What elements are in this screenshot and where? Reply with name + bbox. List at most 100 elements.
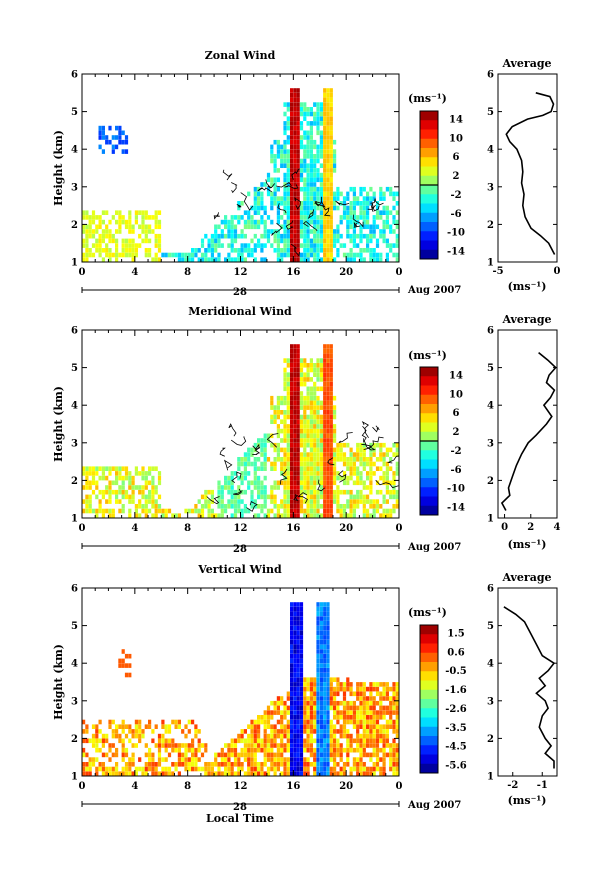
heatmap-cell — [293, 696, 297, 701]
heatmap-cell — [316, 686, 320, 692]
heatmap-cell — [121, 743, 125, 748]
heatmap-cell — [85, 466, 89, 471]
heatmap-cell — [306, 499, 310, 504]
heatmap-cell — [323, 201, 327, 206]
heatmap-cell — [306, 466, 310, 471]
heatmap-cell — [309, 700, 313, 706]
heatmap-cell — [313, 710, 317, 715]
heatmap-cell — [316, 771, 320, 776]
heatmap-cell — [385, 475, 389, 481]
heatmap-cell — [296, 348, 300, 354]
heatmap-cell — [230, 471, 234, 476]
heatmap-cell — [240, 257, 244, 262]
heatmap-cell — [329, 452, 333, 457]
heatmap-cell — [257, 504, 261, 509]
heatmap-cell — [131, 762, 135, 767]
heatmap-cell — [329, 363, 333, 368]
heatmap-cell — [369, 729, 373, 734]
heatmap-cell — [313, 257, 317, 262]
heatmap-cell — [319, 471, 323, 476]
heatmap-cell — [280, 710, 284, 715]
heatmap-cell — [369, 724, 373, 729]
heatmap-cell — [309, 144, 313, 150]
heatmap-cell — [296, 257, 300, 262]
heatmap-cell — [247, 224, 251, 230]
heatmap-cell — [148, 508, 152, 514]
heatmap-cell — [339, 243, 343, 248]
heatmap-cell — [91, 475, 96, 481]
heatmap-cell — [319, 724, 323, 729]
heatmap-cell — [329, 233, 333, 239]
heatmap-cell — [101, 125, 105, 131]
heatmap-cell — [286, 186, 290, 192]
heatmap-cell — [359, 747, 363, 753]
heatmap-cell — [98, 466, 102, 471]
heatmap-cell — [101, 149, 105, 154]
colorbar-tick-label: 2 — [453, 427, 460, 438]
heatmap-cell — [309, 762, 313, 767]
heatmap-cell — [392, 691, 396, 697]
heatmap-cell — [144, 215, 148, 220]
heatmap-cell — [151, 480, 155, 486]
heatmap-cell — [316, 229, 320, 234]
heatmap-cell — [184, 752, 188, 758]
colorbar-tick-label: 6 — [453, 152, 460, 163]
heatmap-cell — [157, 475, 162, 481]
heatmap-cell — [336, 771, 340, 776]
heatmap-cell — [326, 363, 330, 368]
heatmap-cell — [329, 494, 333, 500]
heatmap-cell — [296, 625, 300, 631]
heatmap-cell — [290, 363, 294, 368]
heatmap-cell — [319, 621, 323, 626]
heatmap-cell — [286, 696, 290, 701]
heatmap-cell — [336, 191, 340, 197]
heatmap-cell — [326, 353, 330, 359]
heatmap-cell — [299, 442, 304, 448]
heatmap-cell — [309, 729, 313, 734]
heatmap-cell — [319, 257, 323, 262]
heatmap-cell — [395, 766, 399, 772]
heatmap-cell — [260, 480, 264, 486]
heatmap-cell — [286, 485, 290, 490]
heatmap-cell — [276, 762, 280, 767]
heatmap-cell — [253, 766, 257, 772]
heatmap-cell — [359, 489, 363, 495]
heatmap-cell — [349, 452, 353, 457]
heatmap-cell — [233, 747, 238, 753]
heatmap-cell — [286, 452, 290, 457]
heatmap-cell — [303, 438, 307, 443]
avg-frame-meridional — [497, 329, 558, 519]
heatmap-cell — [276, 405, 280, 410]
heatmap-cell — [283, 466, 287, 471]
heatmap-cell — [346, 475, 350, 481]
heatmap-cell — [233, 508, 238, 514]
heatmap-cell — [316, 457, 320, 462]
heatmap-cell — [273, 419, 277, 424]
heatmap-cell — [283, 414, 287, 420]
heatmap-cell — [105, 475, 109, 481]
heatmap-cell — [240, 508, 244, 514]
heatmap-cell — [313, 447, 317, 453]
heatmap-cell — [85, 504, 89, 509]
heatmap-cell — [336, 752, 340, 758]
heatmap-cell — [369, 442, 373, 448]
heatmap-cell — [326, 424, 330, 429]
heatmap-cell — [356, 201, 360, 206]
heatmap-cell — [263, 489, 267, 495]
heatmap-cell — [333, 705, 337, 711]
heatmap-cell — [270, 766, 274, 772]
heatmap-cell — [204, 766, 208, 772]
heatmap-cell — [303, 116, 307, 121]
heatmap-cell — [379, 766, 383, 772]
heatmap-cell — [382, 205, 386, 211]
heatmap-cell — [151, 738, 155, 744]
heatmap-cell — [293, 705, 297, 711]
heatmap-cell — [253, 513, 257, 518]
heatmap-cell — [382, 452, 386, 457]
heatmap-cell — [319, 377, 323, 382]
heatmap-cell — [342, 504, 347, 509]
heatmap-cell — [101, 130, 105, 136]
heatmap-cell — [346, 513, 350, 518]
heatmap-cell — [111, 489, 115, 495]
heatmap-cell — [247, 252, 251, 258]
